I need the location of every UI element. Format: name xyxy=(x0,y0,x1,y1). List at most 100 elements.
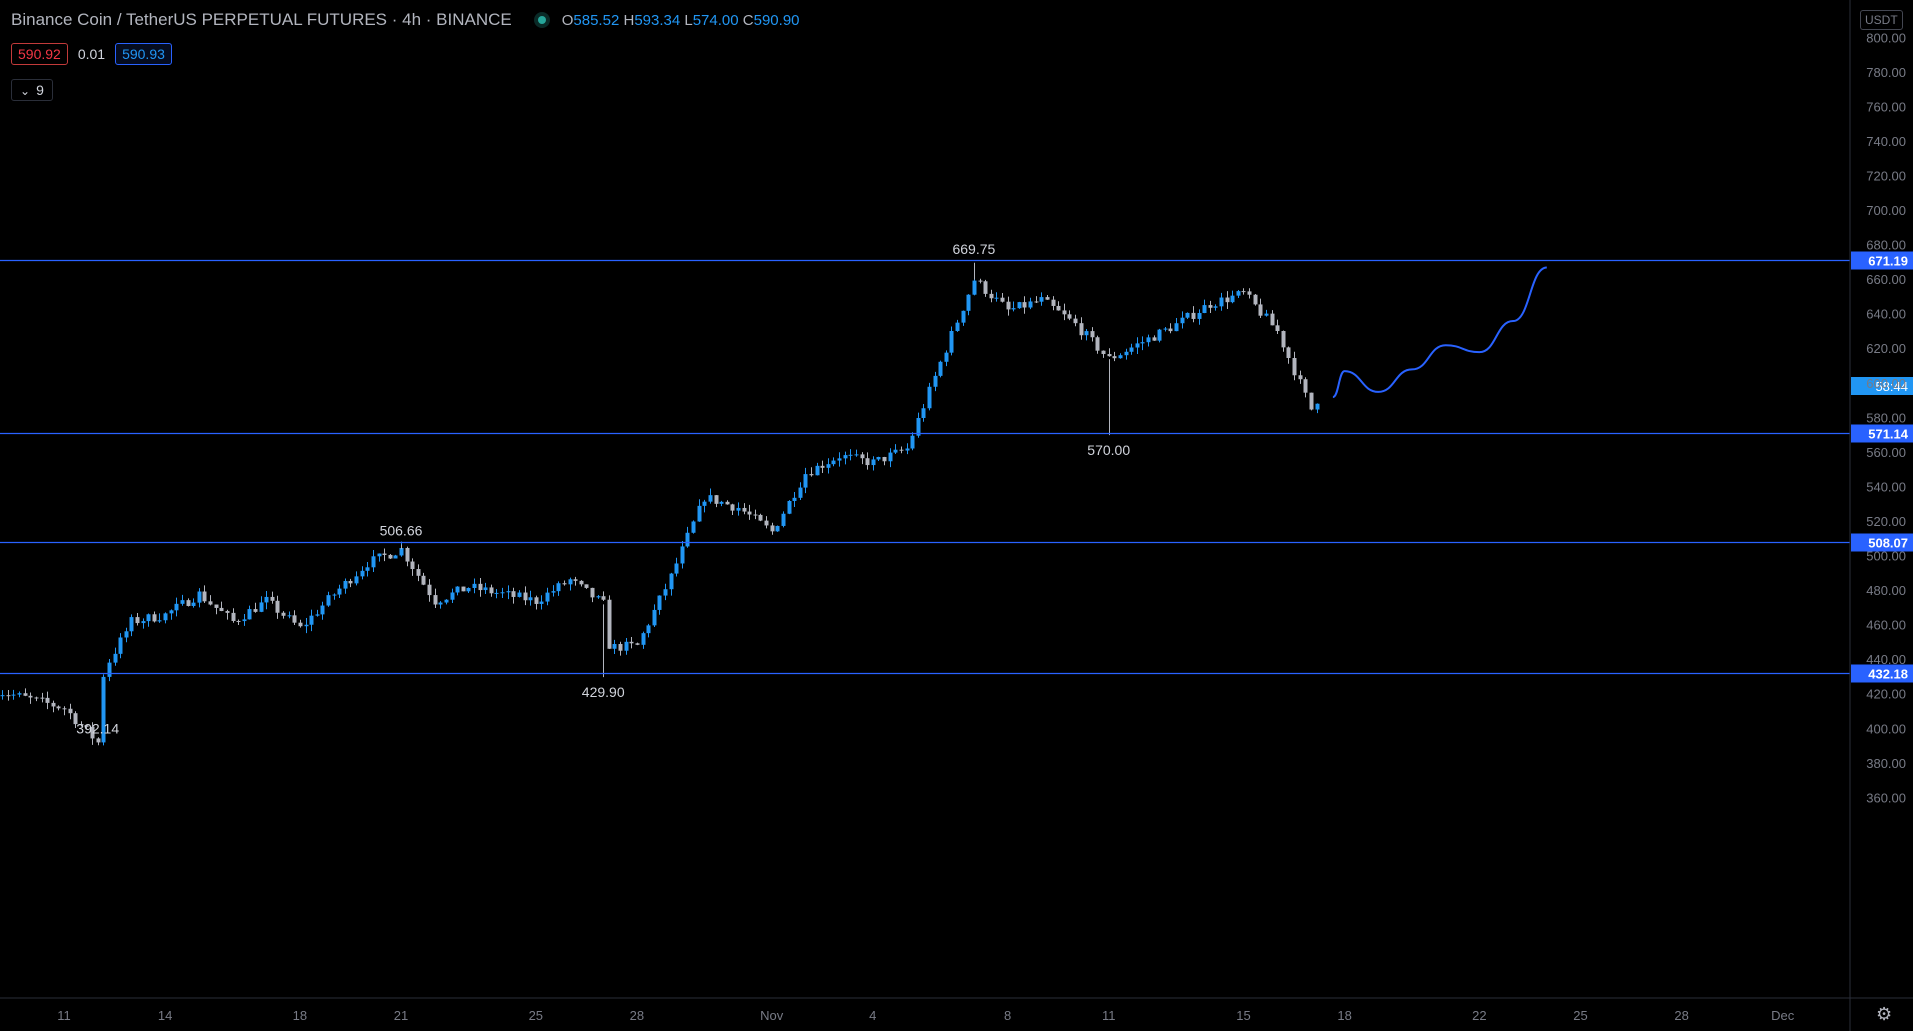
candle-body xyxy=(141,621,146,624)
candle-body xyxy=(382,553,387,555)
candle-body xyxy=(169,610,174,614)
time-axis[interactable]: 11 14 18 21 25 28 Nov 4 8 11 15 18 22 25 28 Dec xyxy=(57,1008,1795,1023)
candle-body xyxy=(34,697,39,699)
candle-body xyxy=(438,602,443,605)
candle-body xyxy=(983,281,988,294)
candle-body xyxy=(68,708,73,714)
symbol-title[interactable]: Binance Coin / TetherUS PERPETUAL FUTURE… xyxy=(11,10,512,29)
candle-body xyxy=(860,454,865,459)
projection-curve[interactable] xyxy=(1332,266,1548,399)
candle-body xyxy=(360,570,365,577)
candle-body xyxy=(506,591,511,593)
candle-body xyxy=(933,375,938,387)
candle-body xyxy=(259,602,264,612)
candle-body xyxy=(494,592,499,594)
price-annotation[interactable]: 506.66 xyxy=(380,522,423,538)
price-annotation[interactable]: 669.75 xyxy=(952,241,995,257)
candle-body xyxy=(416,569,421,576)
price-axis[interactable]: 360.00 380.00 400.00 420.00 440.00 460.00 480.… xyxy=(1866,30,1906,805)
candle-body xyxy=(551,591,556,593)
candle-body xyxy=(848,454,853,456)
candle-body xyxy=(455,586,460,593)
buy-price-button[interactable]: 590.93 xyxy=(115,43,172,65)
candle-body xyxy=(388,554,393,559)
candle-body xyxy=(1022,302,1027,308)
candle-body xyxy=(1079,323,1084,336)
candle-body xyxy=(399,548,404,556)
candle-body xyxy=(517,592,522,597)
candle-body xyxy=(854,454,859,456)
candle-body xyxy=(354,576,359,584)
candle-body xyxy=(758,514,763,521)
x-tick-label: 25 xyxy=(529,1008,543,1023)
candle-body xyxy=(1140,342,1145,344)
candle-body xyxy=(0,695,5,697)
candle-body xyxy=(180,600,185,604)
sell-price-button[interactable]: 590.92 xyxy=(11,43,68,65)
currency-unit-label[interactable]: USDT xyxy=(1860,10,1903,30)
candle-body xyxy=(1236,291,1241,296)
x-tick-label: 8 xyxy=(1004,1008,1011,1023)
candle-body xyxy=(646,625,651,634)
candle-body xyxy=(742,507,747,512)
candle-body xyxy=(1303,379,1308,393)
chart-legend: Binance Coin / TetherUS PERPETUAL FUTURE… xyxy=(11,10,800,30)
candle-body xyxy=(961,310,966,323)
y-tick-label: 660.00 xyxy=(1866,272,1906,287)
candle-body xyxy=(326,595,331,606)
candle-body xyxy=(736,507,741,511)
candle-body xyxy=(73,713,78,725)
candle-body xyxy=(938,361,943,376)
candle-body xyxy=(1101,350,1106,355)
candle-body xyxy=(1253,294,1258,305)
candle-body xyxy=(601,596,606,600)
indicator-count: 9 xyxy=(36,82,44,98)
candle-body xyxy=(596,596,601,598)
price-annotation[interactable]: 392.14 xyxy=(76,720,119,736)
annotations-layer: 669.75 570.00 506.66 429.90 392.14 xyxy=(76,241,1130,737)
candle-body xyxy=(23,693,28,696)
price-annotation[interactable]: 429.90 xyxy=(582,684,625,700)
candle-body xyxy=(831,460,836,465)
candle-body xyxy=(1163,328,1168,330)
candle-body xyxy=(584,584,589,588)
candle-body xyxy=(135,617,140,624)
candle-body xyxy=(157,620,162,622)
candle-body xyxy=(753,514,758,516)
candle-body xyxy=(28,695,33,698)
candle-body xyxy=(62,708,67,710)
indicators-toggle[interactable]: ⌄ 9 xyxy=(11,79,53,101)
x-tick-label: 18 xyxy=(293,1008,307,1023)
bar-countdown-tag xyxy=(1851,377,1913,395)
candle-body xyxy=(1174,323,1179,332)
x-tick-label: 21 xyxy=(394,1008,408,1023)
candle-body xyxy=(590,587,595,598)
candle-body xyxy=(539,601,544,604)
candle-body xyxy=(1315,403,1320,410)
x-tick-label: 14 xyxy=(158,1008,172,1023)
candle-body xyxy=(84,725,89,727)
candle-body xyxy=(1292,358,1297,376)
candle-body xyxy=(1067,314,1072,319)
price-annotation[interactable]: 570.00 xyxy=(1087,442,1130,458)
candle-body xyxy=(747,511,752,515)
candle-body xyxy=(292,615,297,623)
candle-body xyxy=(1135,343,1140,348)
gear-icon[interactable]: ⚙ xyxy=(1876,1004,1893,1024)
candle-body xyxy=(702,501,707,506)
candle-body xyxy=(798,487,803,498)
market-status-icon xyxy=(537,16,546,24)
candle-body xyxy=(1202,305,1207,314)
candle-body xyxy=(803,474,808,488)
y-tick-label: 600.00 xyxy=(1866,376,1906,391)
candle-body xyxy=(79,724,84,726)
candle-body xyxy=(1028,301,1033,308)
x-tick-label: 15 xyxy=(1236,1008,1250,1023)
spread-value: 0.01 xyxy=(77,46,106,62)
candle-body xyxy=(309,615,314,625)
candle-body xyxy=(478,583,483,591)
candle-body xyxy=(708,495,713,502)
y-tick-label: 580.00 xyxy=(1866,410,1906,425)
candle-body xyxy=(669,573,674,590)
